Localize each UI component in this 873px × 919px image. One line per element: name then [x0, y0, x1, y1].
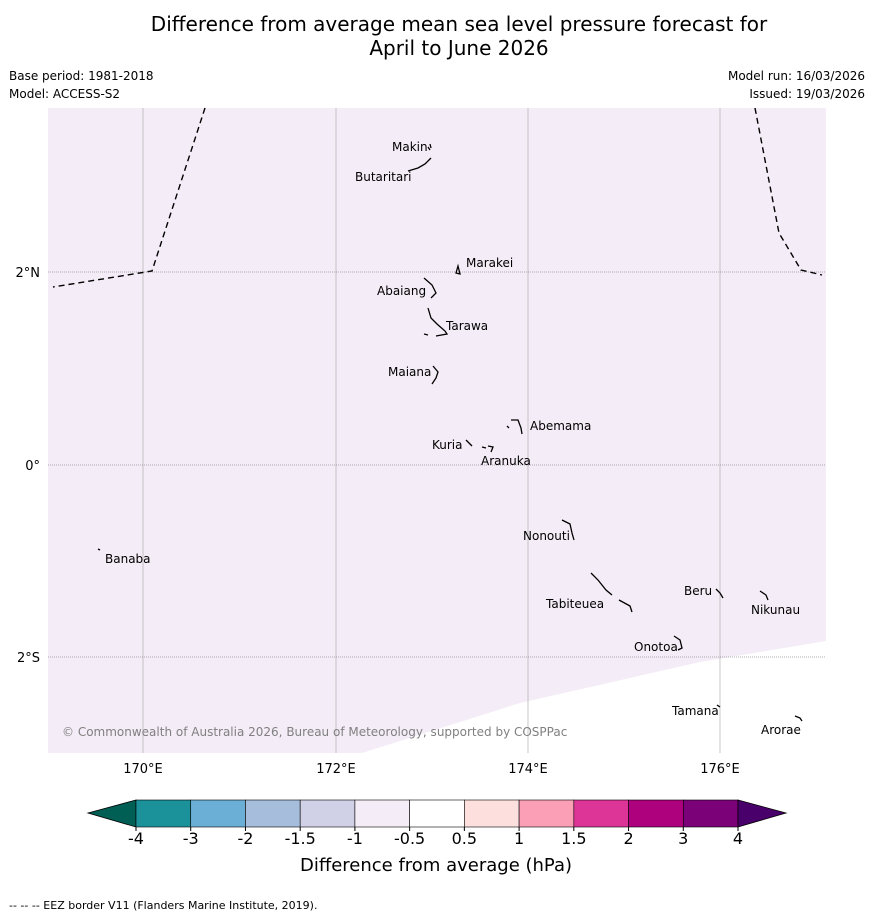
- label-aranuka: Aranuka: [481, 454, 531, 468]
- label-abaiang: Abaiang: [377, 284, 426, 298]
- title-line-2: April to June 2026: [369, 36, 549, 60]
- colorbar: -4 -3 -2 -1.5 -1 -0.5 0.5 1 1.5 2 3 4 Difference fr…: [86, 799, 788, 876]
- island-banaba: [97, 548, 101, 551]
- eez-border-west: [52, 107, 206, 288]
- colorbar-tick-label: -0.5: [394, 829, 425, 848]
- island-nikunau: [759, 590, 769, 601]
- colorbar-segment: [245, 799, 301, 828]
- island-beru: [715, 588, 724, 599]
- colorbar-tick-label: 4: [733, 829, 743, 848]
- colorbar-segment: [409, 799, 465, 828]
- label-banaba: Banaba: [105, 552, 151, 566]
- colorbar-tick-label: -3: [183, 829, 199, 848]
- base-period: Base period: 1981-2018: [9, 69, 154, 83]
- label-maiana: Maiana: [388, 365, 431, 379]
- colorbar-segment: [518, 799, 575, 828]
- label-arorae: Arorae: [761, 723, 801, 737]
- island-abaiang: [423, 277, 437, 299]
- label-tabiteuea: Tabiteuea: [545, 597, 604, 611]
- place-labels: Makin Butaritari Marakei Abaiang Tarawa …: [105, 140, 801, 737]
- colorbar-tick-label: -1: [347, 829, 363, 848]
- colorbar-segment: [190, 799, 246, 828]
- lon-label-174: 174°E: [508, 762, 548, 777]
- colorbar-ticks: -4 -3 -2 -1.5 -1 -0.5 0.5 1 1.5 2 3 4: [128, 827, 743, 848]
- colorbar-tick-label: 3: [678, 829, 688, 848]
- colorbar-segment: [135, 799, 192, 828]
- island-tamana: [716, 704, 721, 708]
- lat-label-2s: 2°S: [17, 651, 40, 666]
- colorbar-tick-label: -1.5: [285, 829, 316, 848]
- colorbar-segment: [573, 799, 629, 828]
- lat-label-0: 0°: [25, 459, 40, 474]
- issued-date: Issued: 19/03/2026: [749, 87, 865, 101]
- meta-left: Base period: 1981-2018 Model: ACCESS-S2: [9, 67, 154, 103]
- label-tarawa: Tarawa: [445, 319, 488, 333]
- island-abemama: [506, 419, 523, 435]
- colorbar-label: Difference from average (hPa): [300, 855, 572, 876]
- colorbar-arrow-low: [86, 799, 137, 828]
- island-marakei: [455, 263, 461, 275]
- colorbar-segment: [682, 799, 739, 828]
- island-arorae: [794, 715, 803, 722]
- islands: [97, 143, 803, 722]
- island-onotoa: [673, 635, 683, 651]
- island-makin: [427, 143, 432, 151]
- island-nonouti: [561, 519, 575, 541]
- meta-right: Model run: 16/03/2026 Issued: 19/03/2026: [728, 67, 865, 103]
- colorbar-tick-label: 1.5: [561, 829, 586, 848]
- colorbar-tick-label: 1: [514, 829, 524, 848]
- lon-label-176: 176°E: [700, 762, 740, 777]
- title-line-1: Difference from average mean sea level p…: [150, 12, 768, 36]
- colorbar-segment: [464, 799, 520, 828]
- colorbar-segment: [628, 799, 684, 828]
- label-makin: Makin: [392, 140, 428, 154]
- colorbar-tick-label: 0.5: [452, 829, 477, 848]
- label-butaritari: Butaritari: [355, 170, 412, 184]
- lat-labels: 2°N 0° 2°S: [16, 266, 41, 666]
- island-kuria: [465, 439, 473, 447]
- model-run: Model run: 16/03/2026: [727, 69, 865, 83]
- anomaly-fill-region: [48, 108, 826, 753]
- lat-label-2n: 2°N: [16, 266, 41, 281]
- island-aranuka: [481, 445, 494, 453]
- label-tamana: Tamana: [671, 704, 719, 718]
- chart-title: Difference from average mean sea level p…: [0, 12, 873, 60]
- island-tarawa: [423, 307, 449, 337]
- colorbar-tick-label: -4: [128, 829, 144, 848]
- colorbar-segment: [354, 799, 410, 828]
- copyright-text: © Commonwealth of Australia 2026, Bureau…: [62, 725, 567, 739]
- island-butaritari: [407, 157, 432, 172]
- island-tabiteuea: [590, 572, 633, 613]
- colorbar-tick-label: 2: [623, 829, 633, 848]
- colorbar-segments: [135, 799, 739, 828]
- lon-label-170: 170°E: [123, 762, 163, 777]
- label-nikunau: Nikunau: [751, 603, 800, 617]
- colorbar-tick-label: -2: [237, 829, 253, 848]
- colorbar-arrow-high: [737, 799, 788, 828]
- model-name: Model: ACCESS-S2: [9, 87, 121, 101]
- label-kuria: Kuria: [432, 438, 463, 452]
- label-nonouti: Nonouti: [523, 529, 570, 543]
- eez-border-east: [754, 107, 823, 276]
- colorbar-segment: [299, 799, 356, 828]
- label-onotoa: Onotoa: [634, 640, 678, 654]
- label-beru: Beru: [684, 584, 712, 598]
- parallels: [48, 271, 826, 658]
- gridlines: [142, 108, 721, 753]
- eez-border: [52, 107, 823, 288]
- lon-labels: 170°E 172°E 174°E 176°E: [123, 762, 740, 777]
- label-marakei: Marakei: [466, 256, 513, 270]
- footer-note: -- -- -- EEZ border V11 (Flanders Marine…: [9, 899, 318, 912]
- label-abemama: Abemama: [530, 419, 591, 433]
- lon-label-172: 172°E: [316, 762, 356, 777]
- island-maiana: [431, 365, 439, 385]
